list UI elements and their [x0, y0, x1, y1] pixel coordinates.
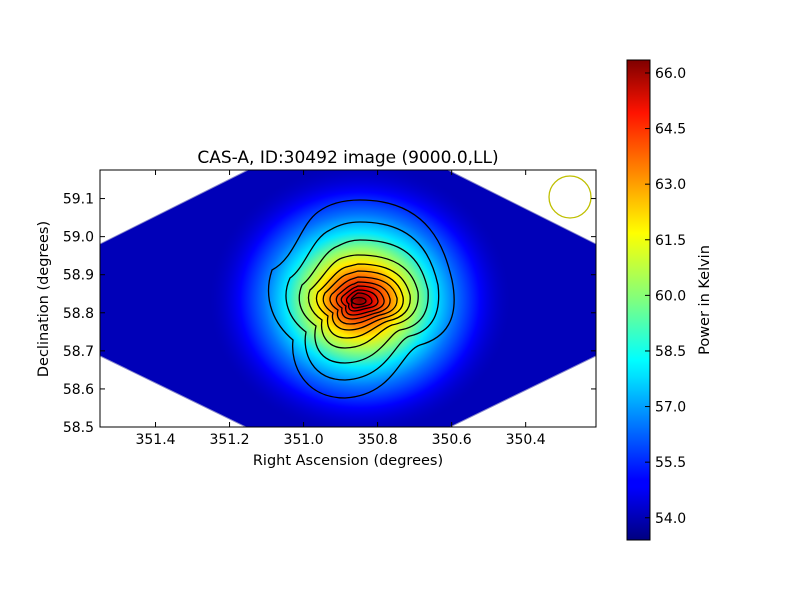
x-tick-label: 351.0	[284, 432, 324, 448]
colorbar-tick-label: 55.5	[655, 455, 686, 471]
plot-frame	[99, 169, 597, 428]
y-tick-label: 58.7	[63, 344, 94, 360]
x-tick-label: 350.8	[358, 432, 398, 448]
colorbar-tick-label: 58.5	[655, 344, 686, 360]
x-axis-label: Right Ascension (degrees)	[253, 453, 443, 469]
colorbar-label: Power in Kelvin	[697, 245, 713, 355]
colorbar-tick-label: 64.5	[655, 122, 686, 138]
colorbar-tick-label: 63.0	[655, 177, 686, 193]
colorbar	[626, 59, 651, 541]
y-tick-label: 59.1	[63, 192, 94, 208]
colorbar-tick-label: 57.0	[655, 400, 686, 416]
y-tick-label: 58.8	[63, 306, 94, 322]
colorbar-tick-label: 60.0	[655, 288, 686, 304]
x-tick-label: 350.4	[506, 432, 546, 448]
contour-lines	[267, 199, 455, 399]
y-axis: 58.5 58.6 58.7 58.8 58.9 59.0 59.1	[63, 192, 596, 436]
x-tick-label: 351.4	[135, 432, 175, 448]
colorbar-ticks: 54.0 55.5 57.0 58.5 60.0 61.5 63.0 64.5 66.0	[645, 66, 686, 527]
x-axis: 351.4 351.2 351.0 350.8 350.6 350.4	[135, 170, 546, 448]
colorbar-tick-label: 66.0	[655, 66, 686, 82]
x-tick-label: 350.6	[432, 432, 472, 448]
colorbar-tick-label: 54.0	[655, 511, 686, 527]
y-tick-label: 58.9	[63, 268, 94, 284]
y-axis-label: Declination (degrees)	[36, 221, 52, 377]
colorbar-tick-label: 61.5	[655, 233, 686, 249]
y-tick-label: 58.6	[63, 382, 94, 398]
beam-marker	[548, 175, 592, 219]
heatmap-image	[100, 170, 596, 427]
source-glow	[210, 170, 510, 427]
y-tick-label: 59.0	[63, 230, 94, 246]
x-tick-label: 351.2	[210, 432, 250, 448]
chart-title: CAS-A, ID:30492 image (9000.0,LL)	[197, 148, 498, 168]
y-tick-label: 58.5	[63, 420, 94, 436]
